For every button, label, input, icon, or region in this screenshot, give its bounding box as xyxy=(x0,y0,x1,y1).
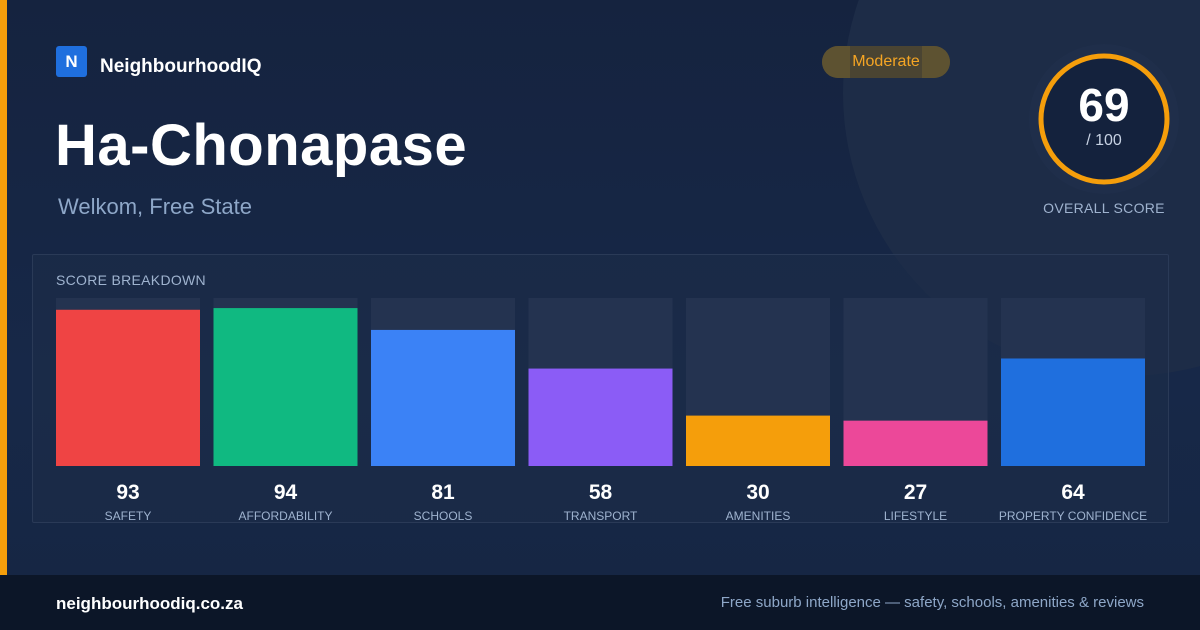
overall-score-caption: OVERALL SCORE xyxy=(1043,200,1165,216)
accent-bar xyxy=(0,0,7,575)
overall-score-ring xyxy=(1029,44,1179,194)
bar-value-label: 64 xyxy=(1061,481,1085,504)
bar-category-label: SAFETY xyxy=(105,509,152,523)
bar-category-label: SCHOOLS xyxy=(414,509,473,523)
bar-category-label: AMENITIES xyxy=(726,509,791,523)
footer xyxy=(0,575,1200,630)
bar-category-label: PROPERTY CONFIDENCE xyxy=(999,509,1147,523)
bar-value-label: 30 xyxy=(746,481,769,504)
footer-tagline: Free suburb intelligence — safety, schoo… xyxy=(720,594,1144,611)
suburb-title: Ha-Chonapase xyxy=(55,113,468,178)
score-breakdown-title: SCORE BREAKDOWN xyxy=(56,272,206,288)
rating-badge: Moderate xyxy=(822,46,950,78)
bar-transport xyxy=(528,368,673,466)
bar-lifestyle xyxy=(843,420,988,466)
bar-value-label: 58 xyxy=(589,481,613,504)
bar-amenities xyxy=(686,415,830,466)
bar-affordability xyxy=(213,308,358,466)
brand-name[interactable]: NeighbourhoodIQ xyxy=(100,56,262,77)
rating-badge-label: Moderate xyxy=(852,53,920,70)
bar-safety xyxy=(56,309,200,466)
bar-value-label: 27 xyxy=(904,481,927,504)
bar-schools xyxy=(371,329,515,466)
bar-category-label: AFFORDABILITY xyxy=(238,509,332,523)
bar-property-confidence xyxy=(1001,358,1145,466)
bar-value-label: 93 xyxy=(116,481,139,504)
footer-url-link[interactable]: neighbourhoodiq.co.za xyxy=(56,594,243,613)
overall-score-value: 69 xyxy=(1078,79,1130,131)
bar-value-label: 94 xyxy=(274,481,298,504)
score-ring-inner xyxy=(1042,57,1166,181)
bar-category-label: TRANSPORT xyxy=(564,509,638,523)
overall-score-max: / 100 xyxy=(1086,132,1122,149)
brand-logo-icon: N xyxy=(56,46,87,77)
suburb-location: Welkom, Free State xyxy=(58,194,252,219)
score-ring-arc xyxy=(1038,53,1170,185)
brand-logo-letter: N xyxy=(65,51,78,71)
bar-category-label: LIFESTYLE xyxy=(884,509,947,523)
bar-value-label: 81 xyxy=(431,481,455,504)
